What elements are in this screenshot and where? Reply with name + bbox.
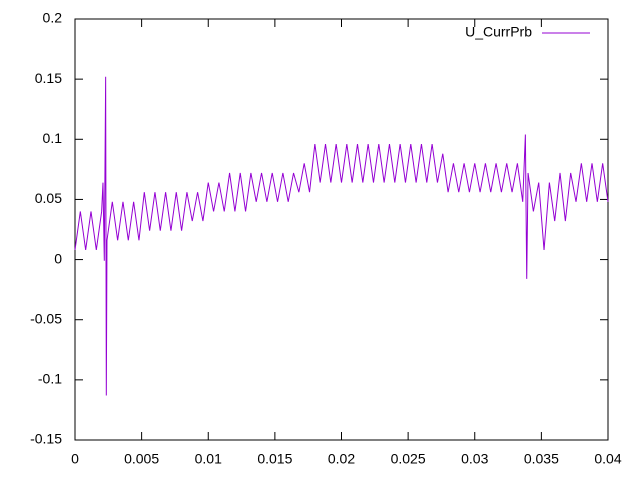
x-tick-label: 0.015 <box>257 451 292 467</box>
y-tick-label: 0.2 <box>43 10 63 26</box>
y-tick-label: -0.1 <box>38 371 62 387</box>
x-tick-label: 0.035 <box>524 451 559 467</box>
y-tick-label: 0.15 <box>35 70 62 86</box>
data-line <box>74 76 609 396</box>
x-tick-label: 0.01 <box>195 451 222 467</box>
legend-label: U_CurrPrb <box>465 24 532 40</box>
plot-frame <box>74 18 609 441</box>
x-tick-label: 0.04 <box>594 451 621 467</box>
y-tick-label: 0.1 <box>43 130 63 146</box>
x-tick-label: 0.03 <box>461 451 488 467</box>
x-tick-label: 0 <box>71 451 79 467</box>
y-tick-label: 0 <box>54 250 62 266</box>
x-tick-label: 0.005 <box>124 451 159 467</box>
x-tick-label: 0.02 <box>328 451 355 467</box>
y-tick-label: -0.05 <box>30 310 62 326</box>
y-tick-label: -0.15 <box>30 431 62 447</box>
y-tick-label: 0.05 <box>35 190 62 206</box>
x-tick-label: 0.025 <box>391 451 426 467</box>
